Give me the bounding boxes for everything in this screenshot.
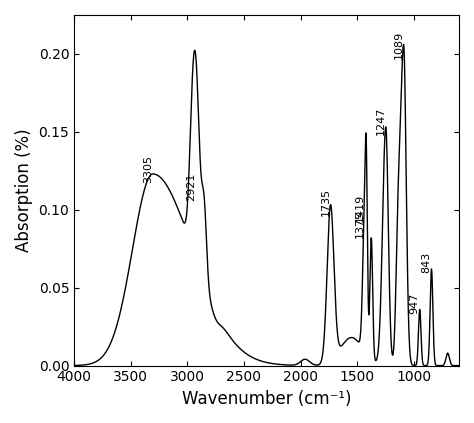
Text: 1419: 1419 bbox=[355, 194, 365, 222]
Text: 843: 843 bbox=[421, 252, 431, 273]
Y-axis label: Absorption (%): Absorption (%) bbox=[15, 129, 33, 252]
Text: 1735: 1735 bbox=[320, 188, 330, 216]
Text: 1247: 1247 bbox=[376, 107, 386, 135]
Text: 1089: 1089 bbox=[393, 30, 404, 59]
Text: 1375: 1375 bbox=[355, 210, 365, 238]
Text: 947: 947 bbox=[410, 293, 419, 314]
Text: 2921: 2921 bbox=[186, 172, 196, 201]
Text: 3305: 3305 bbox=[143, 155, 153, 183]
X-axis label: Wavenumber (cm⁻¹): Wavenumber (cm⁻¹) bbox=[182, 390, 351, 408]
